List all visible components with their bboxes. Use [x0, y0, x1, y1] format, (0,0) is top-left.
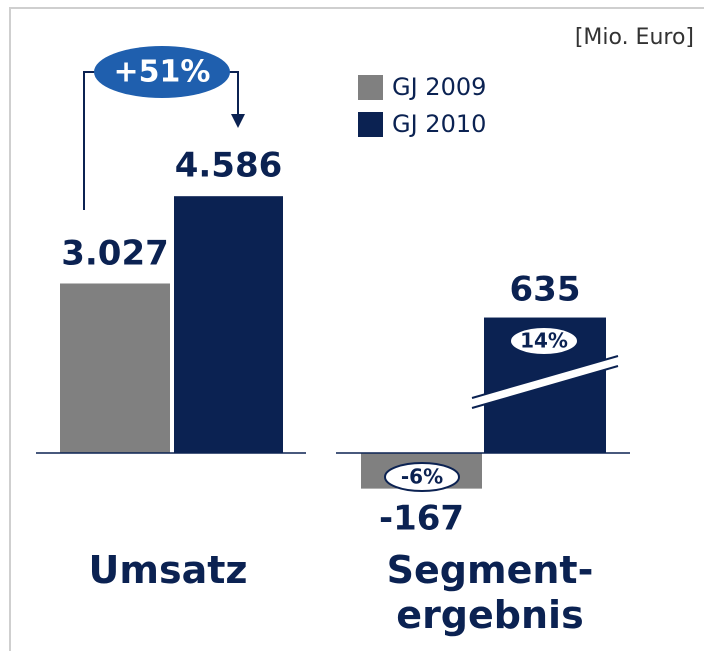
legend-swatch	[358, 112, 383, 137]
bar	[60, 283, 170, 453]
axis-break	[472, 356, 618, 408]
value-label: 4.586	[175, 146, 283, 186]
legend-label: GJ 2010	[392, 110, 486, 138]
axis-break-line	[471, 365, 619, 409]
panel-border	[9, 7, 704, 651]
unit-label: [Mio. Euro]	[575, 25, 694, 50]
growth-badge	[94, 46, 230, 98]
margin-badge	[384, 462, 460, 492]
bracket	[228, 71, 239, 118]
chart-title: Segment-ergebnis	[387, 548, 594, 637]
growth-label: +51%	[114, 55, 211, 90]
arrow-head	[231, 114, 245, 128]
margin-label: 14%	[520, 329, 568, 353]
bracket	[83, 71, 96, 210]
margin-label: -6%	[401, 465, 443, 489]
margin-badge	[509, 326, 579, 356]
bar	[174, 196, 283, 453]
value-label: 3.027	[61, 234, 169, 274]
legend-label: GJ 2009	[392, 73, 486, 101]
value-label: -167	[379, 499, 464, 539]
axis-break-line	[471, 355, 619, 399]
value-label: 635	[510, 270, 581, 310]
chart-title: Umsatz	[89, 548, 248, 592]
legend-swatch	[358, 75, 383, 100]
